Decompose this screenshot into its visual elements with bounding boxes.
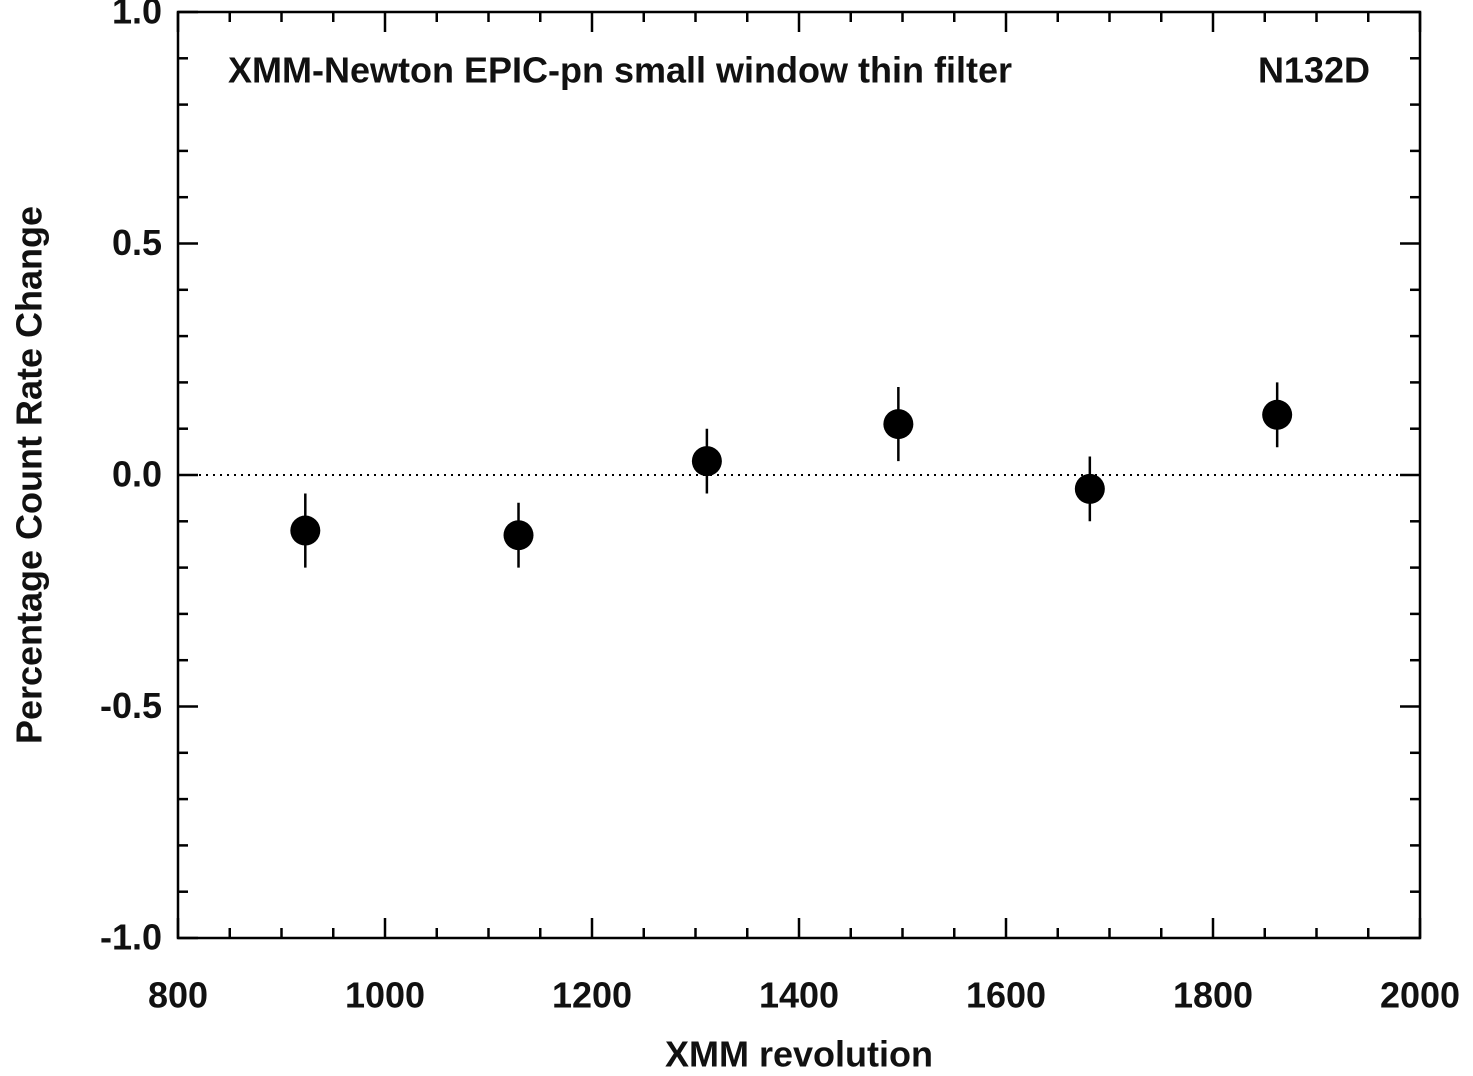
y-tick-label: 1.0 [112, 0, 162, 32]
y-tick-label: -1.0 [100, 917, 162, 958]
x-tick-label: 1200 [552, 975, 632, 1016]
point [290, 515, 321, 546]
annotation: XMM-Newton EPIC-pn small window thin fil… [228, 50, 1012, 91]
y-tick-label: 0.5 [112, 222, 162, 263]
point [691, 446, 722, 477]
point [503, 520, 534, 551]
point [883, 409, 914, 440]
y-axis-label: Percentage Count Rate Change [9, 206, 50, 744]
x-tick-label: 1800 [1173, 975, 1253, 1016]
point [1074, 473, 1105, 504]
x-tick-label: 1000 [345, 975, 425, 1016]
x-tick-label: 2000 [1380, 975, 1460, 1016]
y-tick-label: -0.5 [100, 685, 162, 726]
point [1262, 399, 1293, 430]
x-axis-label: XMM revolution [665, 1034, 933, 1075]
plot-frame [176, 10, 1422, 940]
x-tick-label: 1400 [759, 975, 839, 1016]
annotation: N132D [1258, 50, 1370, 91]
x-tick-label: 1600 [966, 975, 1046, 1016]
x-tick-label: 800 [148, 975, 208, 1016]
y-tick-label: 0.0 [112, 454, 162, 495]
